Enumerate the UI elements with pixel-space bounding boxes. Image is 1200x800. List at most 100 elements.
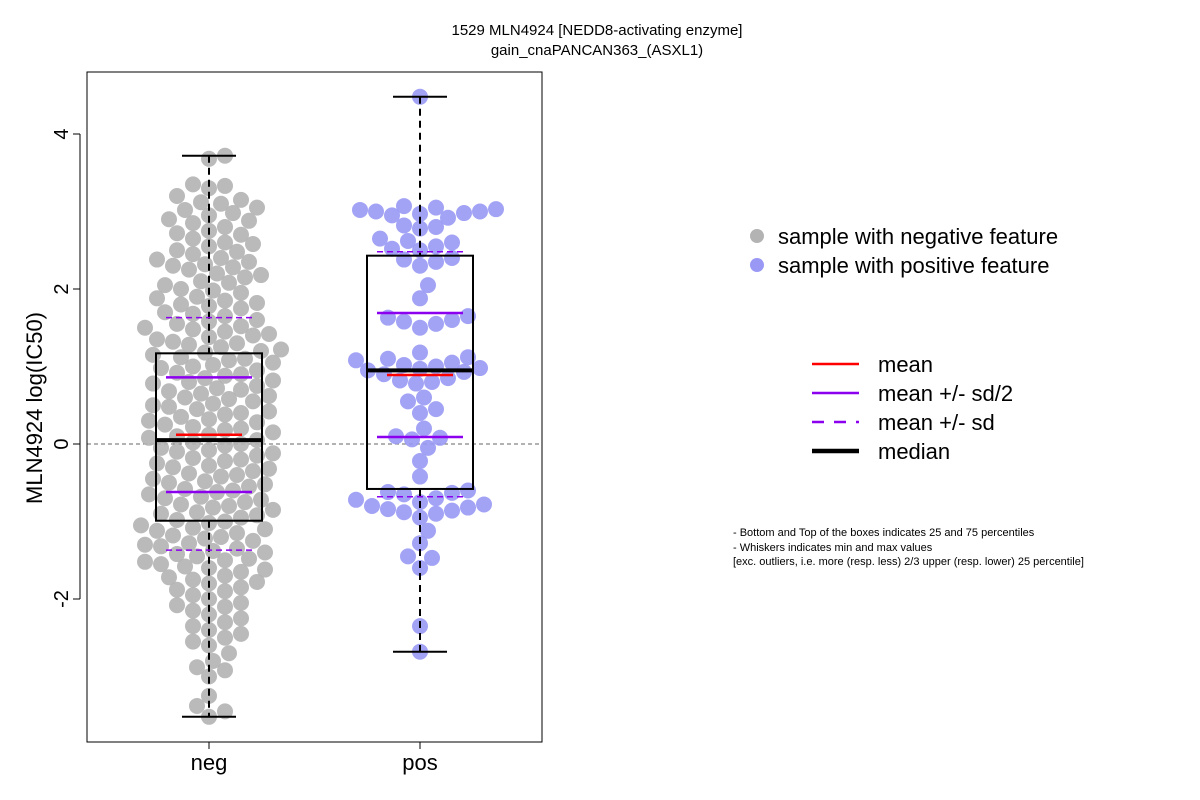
legend: sample with negative feature sample with … [750,224,1058,464]
y-tick-label: 2 [51,283,73,294]
data-point-neg [169,597,185,614]
data-point-neg [265,372,281,389]
data-point-pos [444,354,460,371]
data-point-neg [201,668,217,685]
data-point-neg [209,380,225,397]
data-point-pos [380,501,396,518]
data-point-neg [221,645,237,662]
data-point-pos [412,405,428,421]
data-point-neg [213,250,229,266]
data-point-neg [217,614,233,631]
data-point-neg [217,292,233,309]
data-point-neg [221,498,237,514]
data-point-neg [189,548,205,565]
data-point-neg [217,583,233,600]
data-point-neg [217,567,233,584]
data-point-neg [217,703,233,720]
chart-subtitle: gain_cnaPANCAN363_(ASXL1) [491,42,703,59]
data-point-neg [217,323,233,340]
data-point-pos [348,491,364,508]
data-point-neg [197,473,213,490]
data-point-neg [265,501,281,518]
data-point-pos [428,199,444,216]
data-point-neg [201,180,217,197]
data-point-neg [141,429,157,446]
y-axis-label: MLN4924 log(IC50) [22,312,47,504]
data-point-neg [257,476,273,493]
data-point-neg [193,385,209,402]
data-point-neg [265,354,281,371]
data-point-neg [169,188,185,204]
data-point-neg [229,525,245,542]
data-point-neg [157,416,173,433]
data-point-pos [412,468,428,485]
data-point-neg [209,265,225,282]
data-point-neg [217,219,233,235]
data-point-neg [241,478,257,495]
data-point-neg [173,408,189,425]
data-point-pos [412,344,428,361]
data-point-neg [217,367,233,384]
data-point-pos [380,484,396,501]
data-point-pos [392,372,408,389]
data-point-neg [245,532,261,549]
data-point-neg [201,457,217,474]
data-point-neg [233,318,249,335]
data-point-neg [205,499,221,516]
data-point-neg [185,587,201,604]
data-point-neg [181,535,197,552]
note-line-3: [exc. outliers, i.e. more (resp. less) 2… [733,556,1084,568]
data-point-neg [205,653,221,669]
data-point-neg [189,288,205,305]
data-point-neg [245,463,261,480]
data-point-neg [233,381,249,398]
data-point-neg [161,474,177,491]
data-point-pos [384,240,400,257]
legend-label: median [878,439,950,464]
data-point-neg [185,519,201,536]
data-point-pos [440,209,456,226]
data-point-neg [201,313,217,330]
data-point-neg [225,259,241,276]
data-point-pos [400,548,416,565]
data-point-neg [177,558,193,575]
data-point-neg [217,406,233,423]
data-point-pos [428,315,444,332]
data-point-pos [404,431,420,448]
data-point-pos [396,198,412,215]
data-point-neg [185,215,201,232]
data-point-neg [245,236,261,253]
data-point-neg [185,633,201,650]
data-point-pos [488,201,504,218]
data-point-neg [185,618,201,635]
data-point-neg [161,398,177,415]
data-point-pos [368,203,384,220]
data-point-pos [444,250,460,266]
data-point-neg [233,594,249,611]
data-point-neg [257,521,273,538]
data-point-neg [189,697,205,714]
data-point-neg [141,486,157,503]
plot-area [87,88,542,725]
data-point-pos [444,312,460,328]
data-point-neg [245,327,261,344]
legend-label: mean +/- sd [878,410,995,435]
data-point-neg [169,315,185,332]
data-point-neg [181,336,197,353]
data-point-neg [185,602,201,619]
data-point-pos [412,242,428,259]
data-point-pos [428,219,444,235]
data-point-neg [233,405,249,421]
data-point-neg [261,325,277,342]
data-point-neg [253,343,269,359]
data-point-pos [472,203,488,220]
data-point-neg [249,312,265,328]
x-tick-label-pos: pos [402,750,437,775]
data-point-neg [221,391,237,408]
data-point-pos [412,453,428,470]
legend-label: mean [878,352,933,377]
data-point-neg [201,606,217,623]
data-point-neg [185,571,201,588]
data-point-neg [217,177,233,194]
data-point-neg [233,366,249,383]
